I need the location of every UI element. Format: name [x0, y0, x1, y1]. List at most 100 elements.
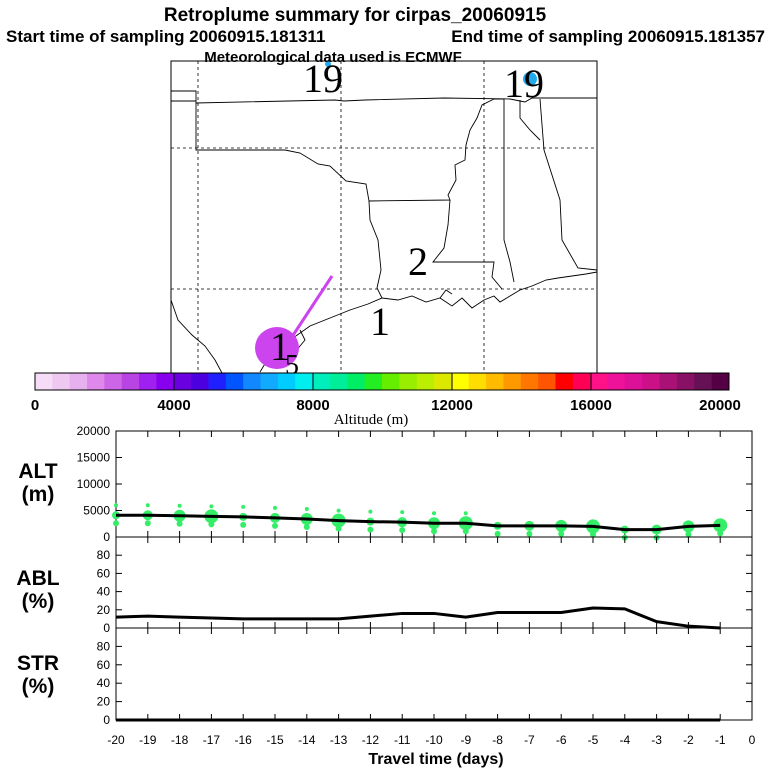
map-gridlines — [171, 61, 597, 373]
colorbar-swatch — [659, 373, 678, 390]
series-line — [116, 513, 721, 532]
y-tick-label: 0 — [103, 621, 110, 635]
alt-panel-label: ALT — [18, 460, 57, 483]
colorbar-swatch — [486, 373, 504, 390]
colorbar-swatch — [52, 373, 71, 390]
plume-dot — [241, 504, 246, 509]
x-tick-label: -18 — [171, 733, 189, 747]
x-tick-label: -6 — [556, 733, 567, 747]
colorbar-swatch — [329, 373, 348, 390]
map-panel: 19 19 2 1 1 5 — [170, 56, 598, 381]
colorbar-swatch — [624, 373, 643, 390]
plume-dot — [399, 527, 406, 534]
colorbar-swatch — [694, 373, 713, 390]
figure-title: Retroplume summary for cirpas_20060915 — [164, 5, 547, 26]
receptor-marker — [523, 72, 537, 86]
x-tick-label: -12 — [362, 733, 380, 747]
colorbar-frame — [34, 372, 730, 391]
x-tick-label: -20 — [107, 733, 125, 747]
colorbar-swatch — [538, 373, 556, 390]
x-tick-label: -10 — [425, 733, 443, 747]
y-tick-label: 40 — [97, 585, 111, 599]
colorbar-tick-label: 0 — [31, 397, 39, 414]
plume-dot — [432, 511, 436, 516]
plume-dot — [558, 530, 565, 537]
x-tick-label: -9 — [460, 733, 471, 747]
x-tick-label: -7 — [524, 733, 535, 747]
x-tick-label: -2 — [683, 733, 694, 747]
x-tick-label: 0 — [749, 733, 756, 747]
colorbar-swatch — [347, 373, 366, 390]
colorbar-swatch — [503, 373, 522, 390]
x-tick-label: -4 — [619, 733, 630, 747]
plume-dot — [336, 508, 341, 513]
series-line — [115, 606, 721, 630]
y-tick-label: 80 — [97, 548, 111, 562]
y-tick-label: 80 — [97, 639, 111, 653]
x-tick-label: -8 — [492, 733, 503, 747]
start-sampling-text: Start time of sampling 20060915.181311 — [6, 27, 325, 46]
time-series-panels: 0 5000 10000 15000 20000 0 20 40 60 80 0 20 40 60 80 -2… — [77, 424, 756, 747]
plume-dot — [113, 520, 119, 527]
abl-panel-label: ABL — [16, 567, 59, 590]
y-tick-label: 10000 — [77, 477, 111, 491]
plume-dot — [526, 530, 533, 537]
y-tick-label: 20 — [97, 603, 111, 617]
colorbar-swatch — [260, 373, 279, 390]
y-tick-label: 20000 — [77, 424, 111, 438]
day-marker: 19 — [303, 56, 343, 101]
colorbar-swatch — [572, 373, 591, 390]
day-marker: 19 — [504, 61, 544, 106]
abl-panel-unit: (%) — [22, 590, 55, 613]
plume-dot — [335, 525, 342, 532]
plume-dot — [114, 503, 118, 508]
str-panel-unit: (%) — [22, 675, 55, 698]
y-tick-label: 0 — [103, 530, 110, 544]
colorbar-swatch — [520, 373, 539, 390]
colorbar-swatch — [590, 373, 609, 390]
colorbar-swatch — [468, 373, 487, 390]
plume-dot — [431, 528, 437, 535]
x-tick-label: -17 — [203, 733, 221, 747]
plume-dot — [717, 530, 724, 537]
plume-dot — [144, 520, 151, 527]
end-sampling-text: End time of sampling 20060915.181357 — [451, 27, 765, 46]
colorbar-swatch — [208, 373, 227, 390]
y-tick-label: 60 — [97, 658, 111, 672]
colorbar-swatch — [139, 373, 157, 390]
panel-1: 0 20 40 60 80 — [97, 536, 753, 635]
colorbar-swatch — [69, 373, 88, 390]
colorbar-swatch — [642, 373, 661, 390]
colorbar-swatch — [607, 373, 626, 390]
plume-dot — [240, 521, 247, 528]
x-tick-label: -13 — [330, 733, 348, 747]
colorbar-swatch — [87, 373, 105, 390]
plume-dot — [367, 526, 374, 533]
altitude-colorbar — [34, 372, 730, 391]
plume-dot — [177, 503, 182, 508]
day-marker: 1 — [270, 324, 290, 369]
x-tick-label: -15 — [266, 733, 284, 747]
panel-0: 0 5000 10000 15000 20000 — [77, 424, 753, 544]
colorbar-swatch — [312, 373, 331, 390]
colorbar-tick-label: 20000 — [699, 397, 741, 414]
plume-dot — [272, 522, 278, 529]
x-tick-label: -11 — [394, 733, 411, 747]
plume-dot — [208, 521, 215, 528]
x-tick-label: -1 — [715, 733, 726, 747]
day-marker: 2 — [408, 239, 428, 284]
plume-dot — [304, 506, 309, 511]
y-tick-label: 5000 — [83, 504, 110, 518]
day-markers: 19 19 2 1 1 5 — [270, 56, 544, 381]
colorbar-swatch — [156, 373, 175, 390]
plume-dot — [145, 503, 150, 508]
plume-trail — [255, 61, 537, 369]
colorbar-swatch — [416, 373, 435, 390]
colorbar-swatch — [191, 373, 209, 390]
plume-dot — [400, 510, 405, 515]
x-tick-label: -16 — [235, 733, 253, 747]
plume-dot — [303, 523, 310, 530]
map-borders — [170, 90, 598, 374]
